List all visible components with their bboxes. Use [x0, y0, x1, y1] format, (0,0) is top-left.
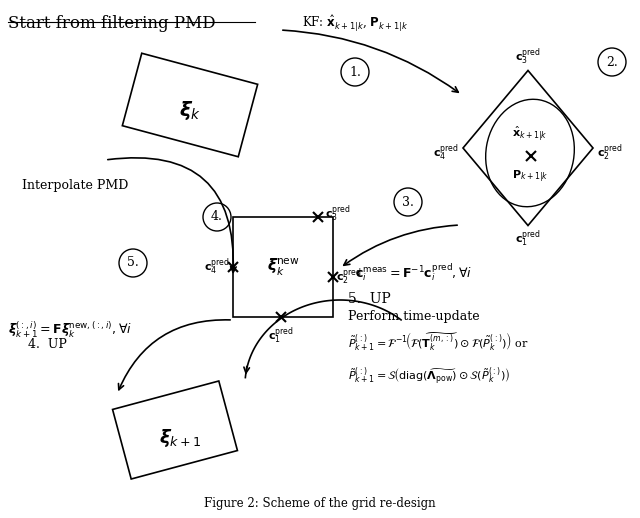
Text: Start from filtering PMD: Start from filtering PMD: [8, 15, 216, 32]
Polygon shape: [233, 217, 333, 317]
Text: $\tilde{P}_{k+1}^{(:)} = \mathcal{S}\!\left(\mathrm{diag}(\widetilde{\mathbf{\La: $\tilde{P}_{k+1}^{(:)} = \mathcal{S}\!\l…: [348, 365, 510, 387]
Text: $\mathbf{c}_1^{\mathrm{pred}}$: $\mathbf{c}_1^{\mathrm{pred}}$: [515, 228, 541, 249]
Text: $\boldsymbol{\xi}_k$: $\boldsymbol{\xi}_k$: [179, 98, 201, 122]
Text: $\mathbf{c}_i^{\mathrm{meas}} = \mathbf{F}^{-1}\mathbf{c}_i^{\mathrm{pred}}, \fo: $\mathbf{c}_i^{\mathrm{meas}} = \mathbf{…: [355, 261, 472, 283]
Text: $\mathbf{c}_2^{\mathrm{pred}}$: $\mathbf{c}_2^{\mathrm{pred}}$: [597, 142, 623, 163]
Text: 4.: 4.: [211, 210, 223, 223]
Polygon shape: [463, 70, 593, 225]
Text: 5.  UP: 5. UP: [348, 292, 391, 306]
Polygon shape: [113, 381, 237, 479]
Text: $\mathbf{c}_4^{\mathrm{pred}}$: $\mathbf{c}_4^{\mathrm{pred}}$: [433, 142, 459, 163]
Text: 1.: 1.: [349, 65, 361, 79]
Text: $\mathbf{P}_{k+1|k}$: $\mathbf{P}_{k+1|k}$: [511, 168, 548, 184]
Text: Interpolate PMD: Interpolate PMD: [22, 179, 129, 192]
Text: $\mathbf{c}_4^{\mathrm{pred}}$: $\mathbf{c}_4^{\mathrm{pred}}$: [204, 256, 230, 278]
Text: $\boldsymbol{\xi}_k^{\mathrm{new}}$: $\boldsymbol{\xi}_k^{\mathrm{new}}$: [267, 256, 300, 278]
Text: $\mathbf{c}_2^{\mathrm{pred}}$: $\mathbf{c}_2^{\mathrm{pred}}$: [336, 267, 362, 287]
Text: 3.: 3.: [402, 195, 414, 209]
Text: $\hat{\mathbf{x}}_{k+1|k}$: $\hat{\mathbf{x}}_{k+1|k}$: [512, 125, 548, 143]
Text: Perform time-update: Perform time-update: [348, 310, 479, 323]
Text: 4.  UP: 4. UP: [28, 338, 67, 351]
Polygon shape: [122, 53, 258, 157]
Text: $\mathbf{c}_3^{\mathrm{pred}}$: $\mathbf{c}_3^{\mathrm{pred}}$: [325, 204, 351, 224]
Text: 5.: 5.: [127, 256, 139, 269]
Text: $\boldsymbol{\xi}_{k+1}^{(:,i)} = \mathbf{F}\boldsymbol{\xi}_k^{\mathrm{new},(:,: $\boldsymbol{\xi}_{k+1}^{(:,i)} = \mathb…: [8, 320, 132, 340]
Text: $\boldsymbol{\xi}_{k+1}$: $\boldsymbol{\xi}_{k+1}$: [159, 427, 201, 449]
Text: $\mathbf{c}_1^{\mathrm{pred}}$: $\mathbf{c}_1^{\mathrm{pred}}$: [268, 325, 294, 346]
Text: KF: $\hat{\mathbf{x}}_{k+1|k}$, $\mathbf{P}_{k+1|k}$: KF: $\hat{\mathbf{x}}_{k+1|k}$, $\mathbf…: [302, 13, 408, 33]
Text: $\tilde{P}_{k+1}^{(:)} = \mathcal{F}^{-1}\!\left(\mathcal{F}(\widetilde{\mathbf{: $\tilde{P}_{k+1}^{(:)} = \mathcal{F}^{-1…: [348, 330, 529, 352]
Text: $\mathbf{c}_3^{\mathrm{pred}}$: $\mathbf{c}_3^{\mathrm{pred}}$: [515, 46, 541, 66]
Text: 2.: 2.: [606, 55, 618, 68]
Text: Figure 2: Scheme of the grid re-design: Figure 2: Scheme of the grid re-design: [204, 497, 436, 510]
